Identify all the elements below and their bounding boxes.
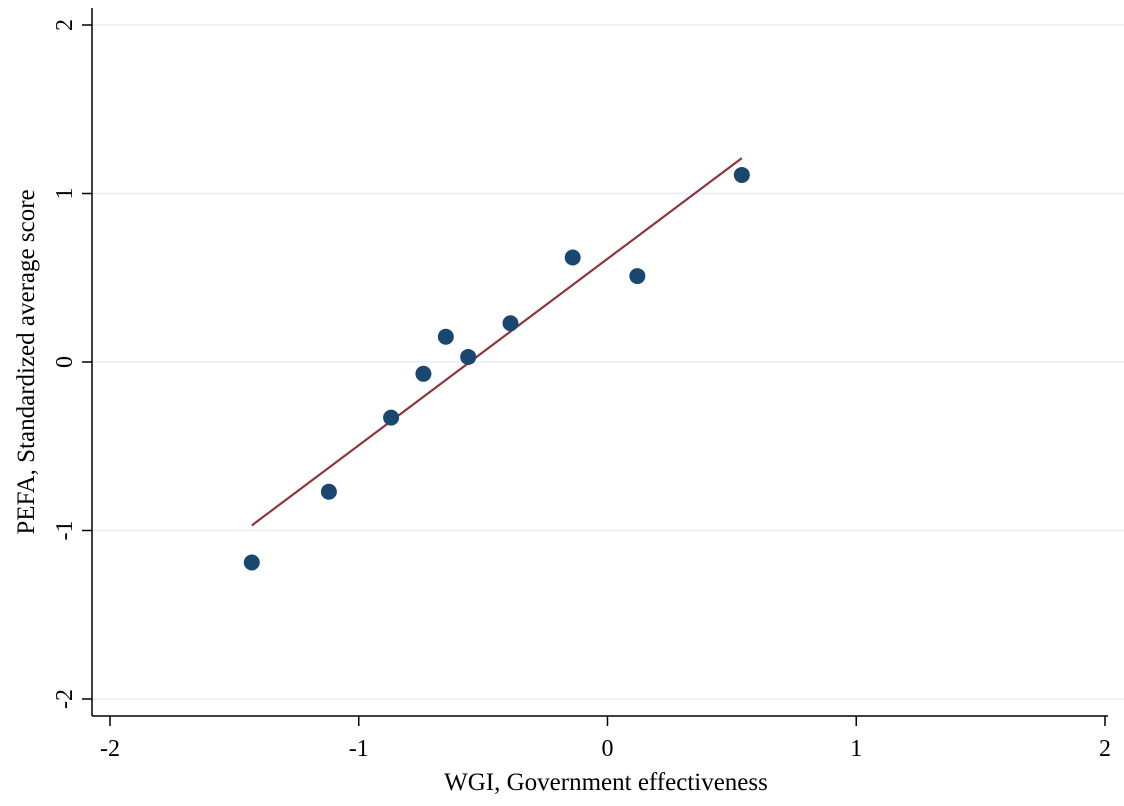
data-point [733,166,750,183]
fit-line-group [251,157,743,527]
data-point [415,365,432,382]
y-tick-label: 2 [52,19,78,31]
y-axis-title: PEFA, Standardized average score [13,189,40,534]
x-tick-label: -2 [100,736,120,762]
data-point [629,268,646,285]
y-tick-label: -2 [52,689,78,709]
y-tick-label: 0 [52,356,78,368]
data-point [383,409,400,426]
y-tick-label: -1 [52,521,78,541]
grid [92,24,1124,700]
data-point [243,554,260,571]
data-points [243,166,750,571]
data-point [437,328,454,345]
data-point [460,348,477,365]
data-point [564,249,581,266]
fit-line [251,157,743,527]
y-tick-label: 1 [52,188,78,200]
x-tick-label: 0 [602,736,614,762]
x-tick-label: 1 [850,736,862,762]
x-axis-title: WGI, Government effectiveness [444,769,768,796]
data-point [502,315,519,332]
data-point [320,483,337,500]
x-tick-label: -1 [349,736,369,762]
axes: -2 -1 0 1 2 -2 -1 0 1 2 [52,8,1111,762]
x-tick-label: 2 [1099,736,1111,762]
